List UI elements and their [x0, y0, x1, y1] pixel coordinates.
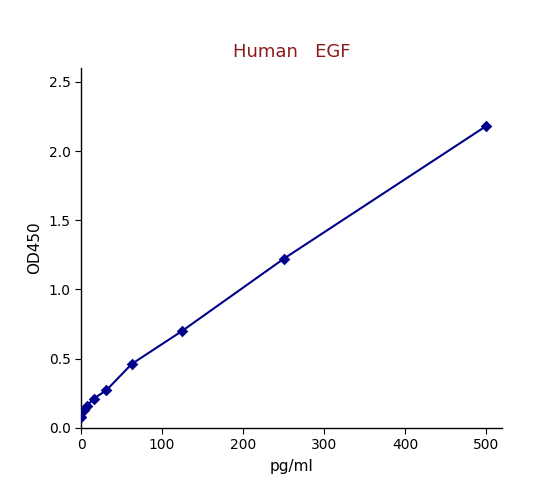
Point	[482, 122, 490, 130]
Point	[279, 255, 288, 263]
Title: Human   EGF: Human EGF	[233, 43, 350, 61]
Point	[102, 386, 111, 394]
Y-axis label: OD450: OD450	[26, 222, 42, 274]
Point	[178, 327, 187, 335]
X-axis label: pg/ml: pg/ml	[269, 459, 314, 474]
Point	[127, 360, 136, 368]
Point	[77, 413, 85, 420]
Point	[89, 395, 98, 402]
Point	[80, 406, 89, 414]
Point	[83, 401, 92, 409]
